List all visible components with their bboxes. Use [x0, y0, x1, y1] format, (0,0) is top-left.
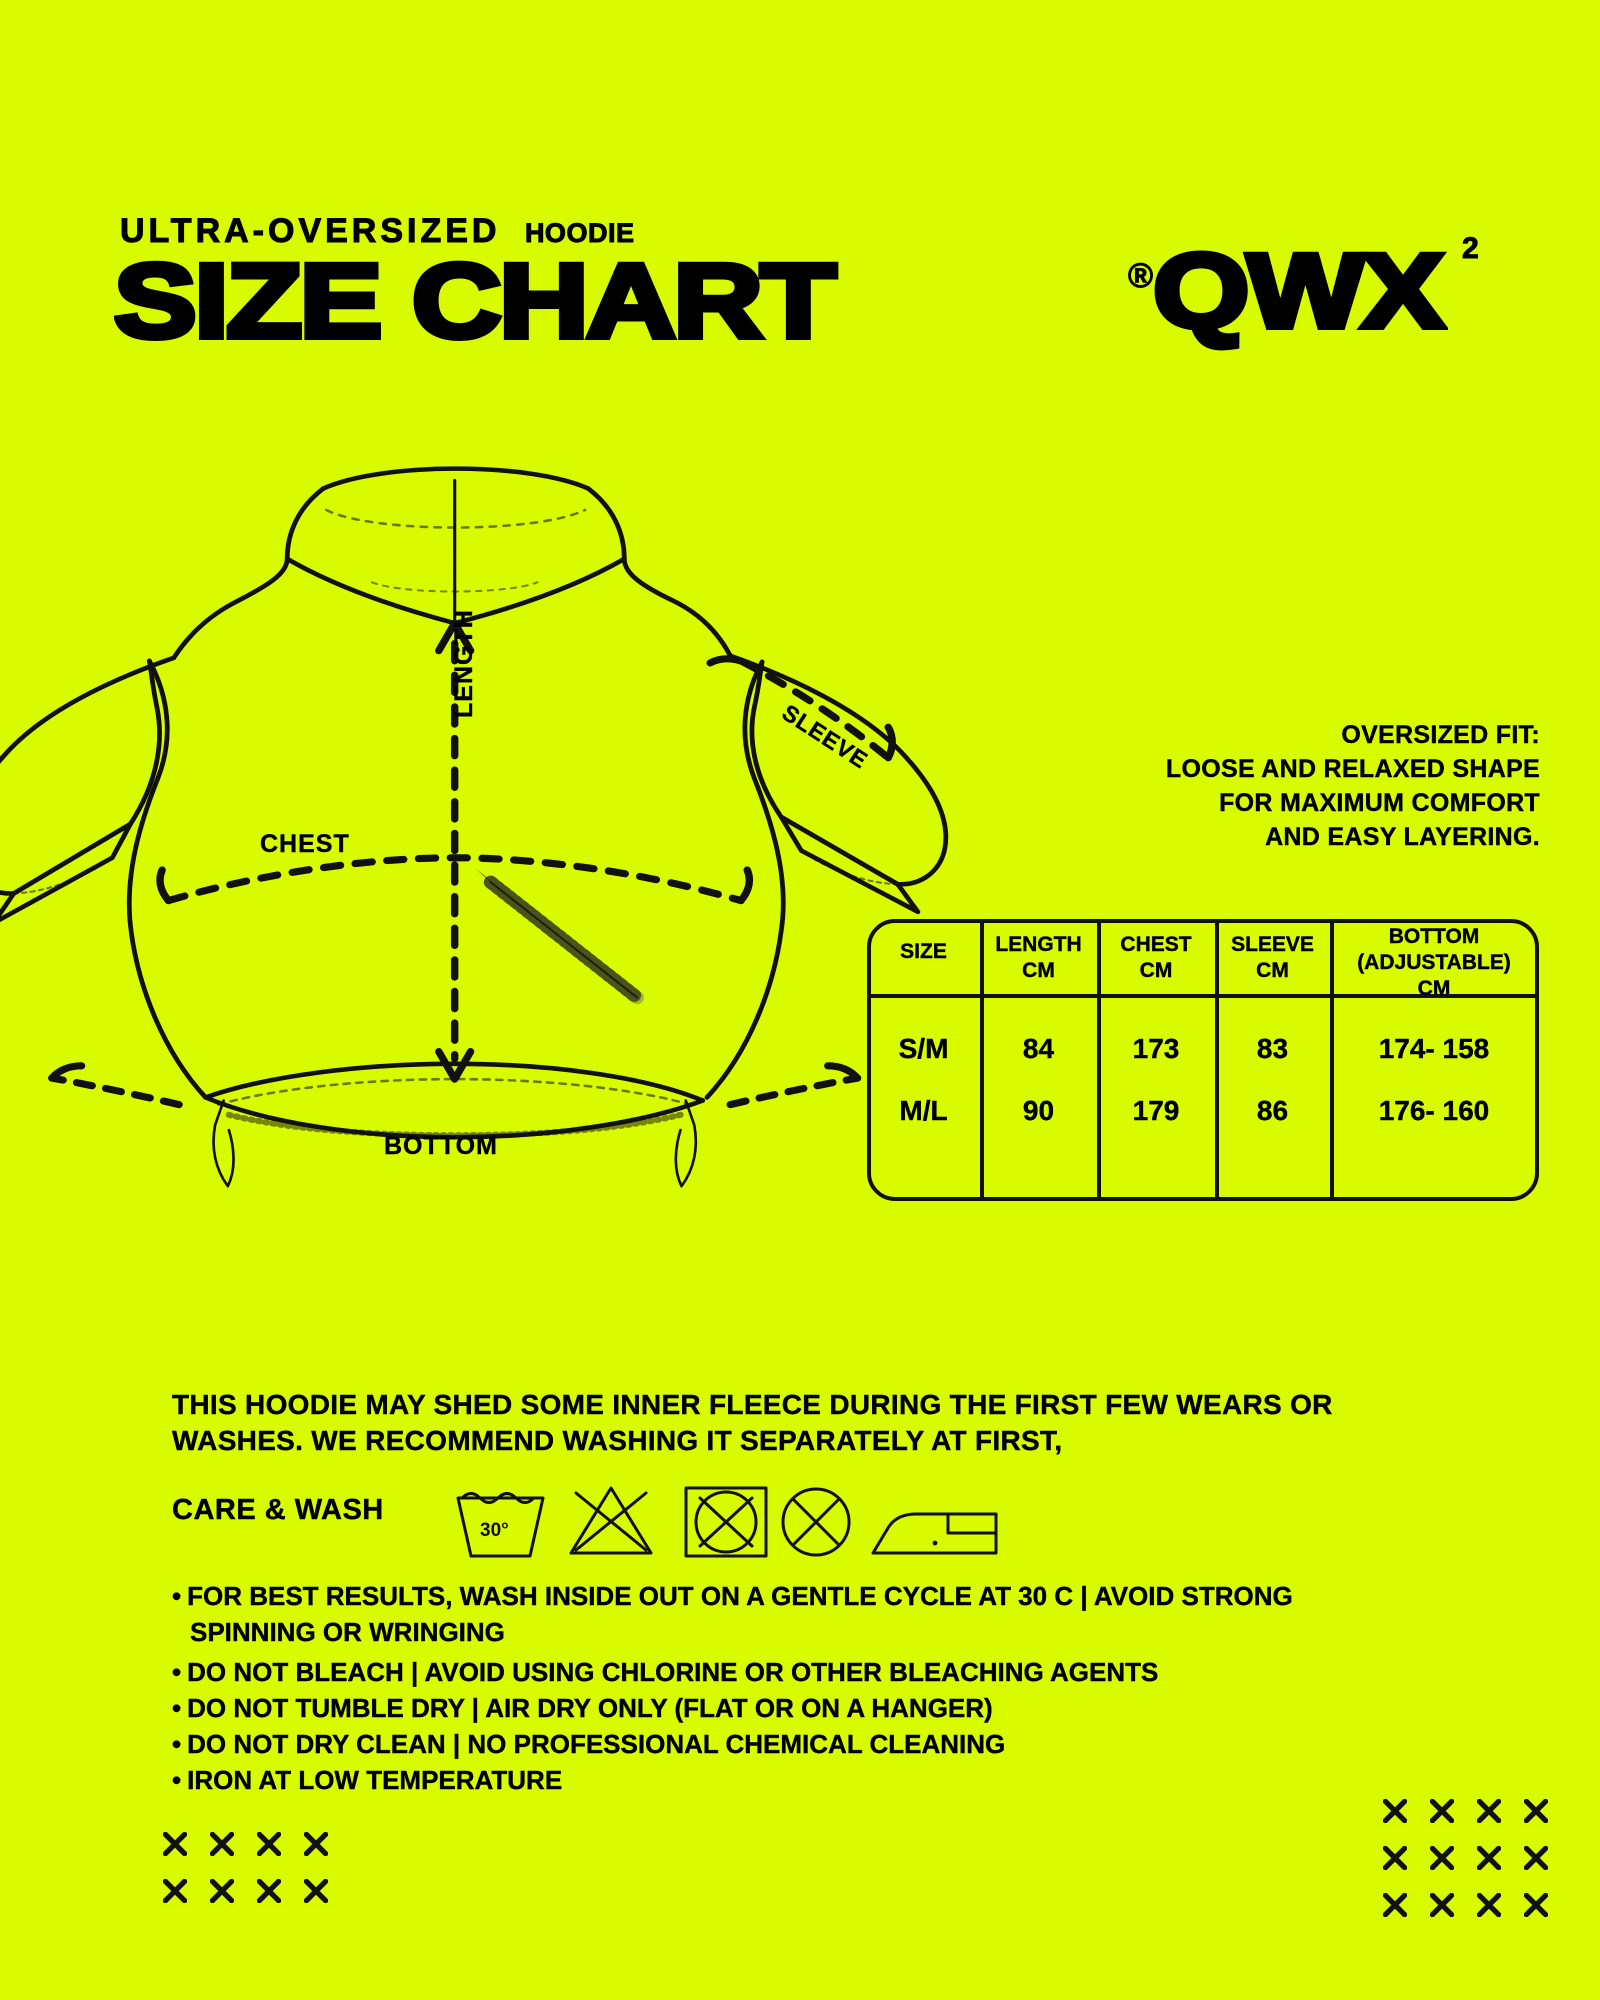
svg-text:30°: 30°: [480, 1520, 509, 1541]
